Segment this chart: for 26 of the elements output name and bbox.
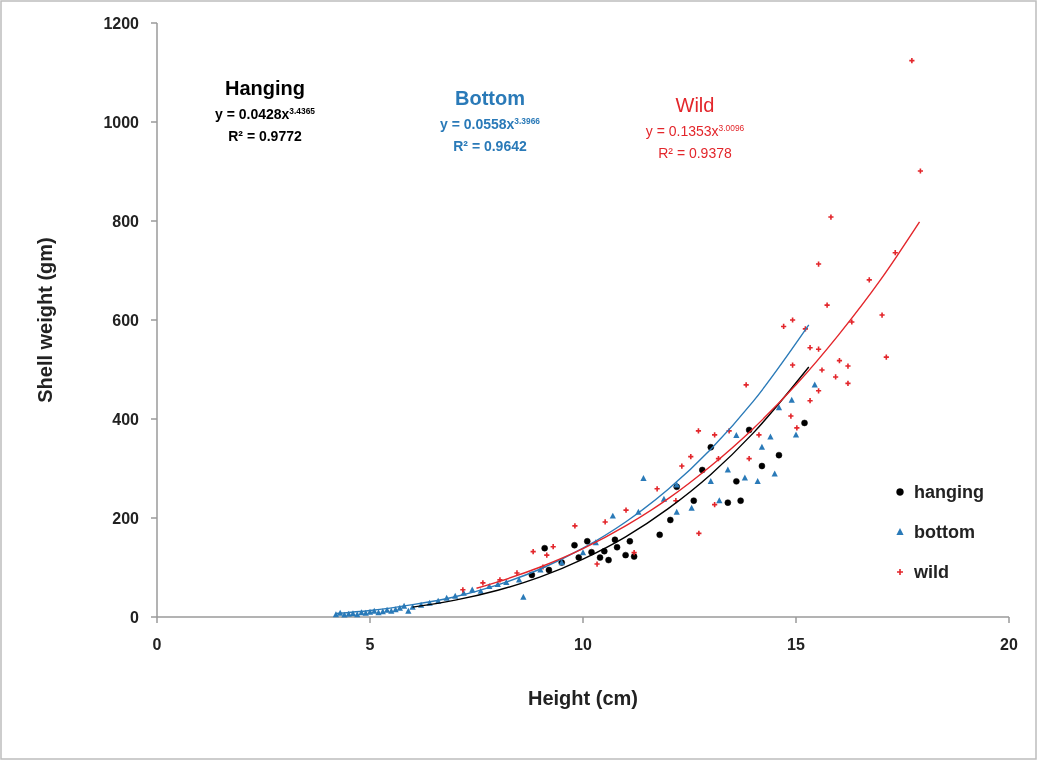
y-tick-label: 600 [112, 311, 140, 329]
x-tick-label: 0 [152, 636, 162, 653]
annotation: Hanging [225, 77, 305, 99]
annotation: R² = 0.9772 [228, 128, 302, 144]
y-tick-label: 1000 [103, 113, 140, 131]
annotation: Bottom [455, 87, 525, 109]
annotation: y = 0.0428x$^{3.4365}$ [215, 106, 316, 122]
y-tick-label: 0 [130, 608, 140, 626]
y-axis-title: Shell weight (gm) [34, 237, 56, 403]
legend-label: bottom [914, 522, 975, 543]
annotation: R² = 0.9642 [453, 138, 527, 154]
x-tick-label: 20 [1000, 636, 1018, 653]
x-tick-label: 10 [574, 636, 592, 653]
annotation: y = 0.0558x$^{3.3966}$ [440, 116, 541, 132]
x-tick-label: 5 [365, 636, 375, 653]
legend-label: wild [913, 562, 949, 583]
y-tick-label: 400 [112, 410, 140, 428]
x-axis-title: Height (cm) [528, 687, 638, 709]
annotation: Wild [675, 94, 715, 116]
annotation: y = 0.1353x$^{3.0096}$ [645, 123, 745, 139]
annotation: R² = 0.9378 [658, 145, 732, 161]
x-tick-label: 15 [787, 636, 805, 653]
y-tick-label: 200 [112, 509, 140, 527]
y-tick-label: 1200 [103, 14, 140, 32]
y-tick-label: 800 [112, 212, 140, 230]
legend-label: hanging [914, 482, 984, 503]
